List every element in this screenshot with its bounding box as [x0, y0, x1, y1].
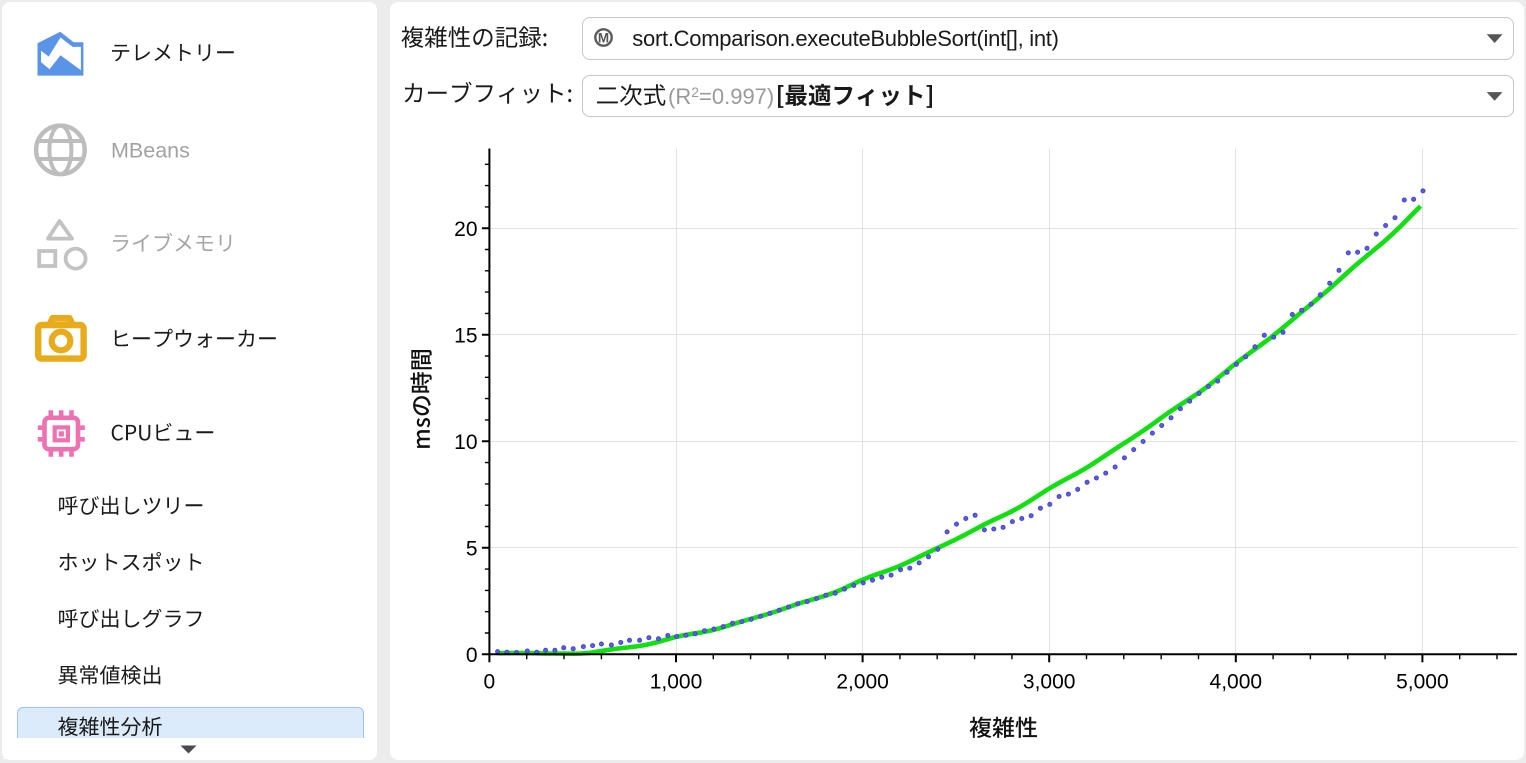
svg-text:sort.Comparison.executeBubbleS: sort.Comparison.executeBubbleSort(int[],… [632, 26, 1058, 51]
svg-text:20: 20 [454, 218, 477, 241]
svg-text:0: 0 [466, 644, 478, 667]
svg-text:2,000: 2,000 [836, 671, 889, 694]
svg-text:M: M [598, 30, 609, 45]
svg-text:10: 10 [454, 431, 477, 454]
svg-text:5,000: 5,000 [1396, 671, 1449, 694]
svg-text:4,000: 4,000 [1210, 671, 1263, 694]
svg-text:15: 15 [454, 324, 477, 347]
svg-text:MBeans: MBeans [111, 139, 190, 163]
svg-text:1,000: 1,000 [650, 671, 703, 694]
svg-text:0: 0 [484, 671, 496, 694]
svg-text:3,000: 3,000 [1023, 671, 1076, 694]
svg-text:(R2=0.997): (R2=0.997) [668, 84, 774, 109]
svg-text:5: 5 [466, 538, 478, 561]
